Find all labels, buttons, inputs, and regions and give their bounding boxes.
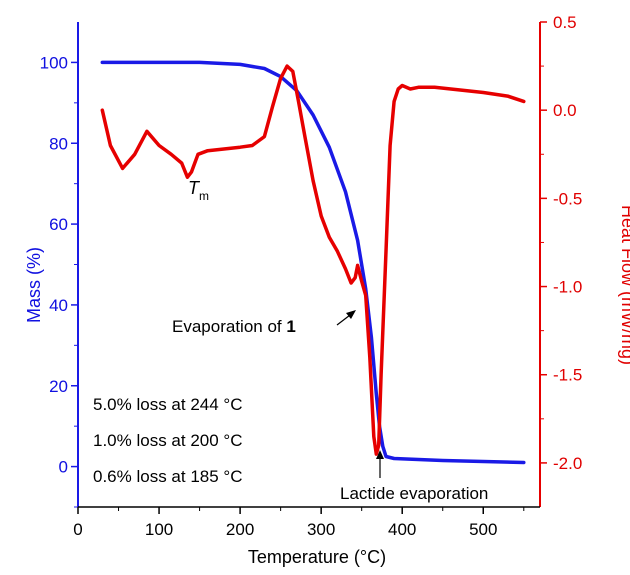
left-axis-ticks: 0 20 40 60 80 100 (40, 53, 78, 508)
y-right-tick-label: -0.5 (553, 189, 582, 208)
y-right-tick-label: 0.0 (553, 101, 577, 120)
lactide-arrow-head (376, 450, 384, 459)
x-axis-label: Temperature (°C) (248, 547, 386, 567)
lactide-annotation: Lactide evaporation (340, 450, 488, 503)
lactide-label: Lactide evaporation (340, 484, 488, 503)
loss-note-2: 1.0% loss at 200 °C (93, 431, 243, 450)
x-tick-label: 0 (73, 520, 82, 539)
evaporation-annotation: Evaporation of 1 (172, 310, 356, 336)
tm-annotation: T m (188, 178, 209, 203)
x-tick-label: 100 (145, 520, 173, 539)
series-layer (100, 60, 526, 465)
y-right-tick-label: 0.5 (553, 13, 577, 32)
evaporation-label-bold: 1 (286, 317, 295, 336)
y-left-tick-label: 80 (49, 134, 68, 153)
right-axis-ticks: 0.5 0.0 -0.5 -1.0 -1.5 -2.0 (540, 13, 582, 473)
y-right-axis-label: Heat Flow (mW/mg) (618, 205, 630, 365)
evaporation-arrow-head (346, 310, 356, 319)
x-tick-label: 200 (226, 520, 254, 539)
x-tick-label: 300 (307, 520, 335, 539)
evaporation-label-prefix: Evaporation of (172, 317, 286, 336)
loss-notes: 5.0% loss at 244 °C 1.0% loss at 200 °C … (93, 395, 243, 486)
y-left-tick-label: 100 (40, 53, 68, 72)
tm-label: T (188, 178, 201, 198)
tm-subscript: m (199, 189, 209, 203)
bottom-axis-ticks: 0 100 200 300 400 500 (73, 507, 525, 539)
x-tick-label: 500 (469, 520, 497, 539)
loss-note-3: 0.6% loss at 185 °C (93, 467, 243, 486)
y-left-axis-label: Mass (%) (24, 247, 44, 323)
heat-flow-curve (100, 64, 526, 456)
y-left-tick-label: 20 (49, 377, 68, 396)
y-left-tick-label: 60 (49, 215, 68, 234)
x-tick-label: 400 (388, 520, 416, 539)
y-right-tick-label: -1.5 (553, 366, 582, 385)
y-right-tick-label: -1.0 (553, 278, 582, 297)
loss-note-1: 5.0% loss at 244 °C (93, 395, 243, 414)
y-right-tick-label: -2.0 (553, 454, 582, 473)
y-left-tick-label: 0 (59, 458, 68, 477)
evaporation-label: Evaporation of 1 (172, 317, 296, 336)
mass-curve (100, 60, 526, 465)
y-left-tick-label: 40 (49, 296, 68, 315)
